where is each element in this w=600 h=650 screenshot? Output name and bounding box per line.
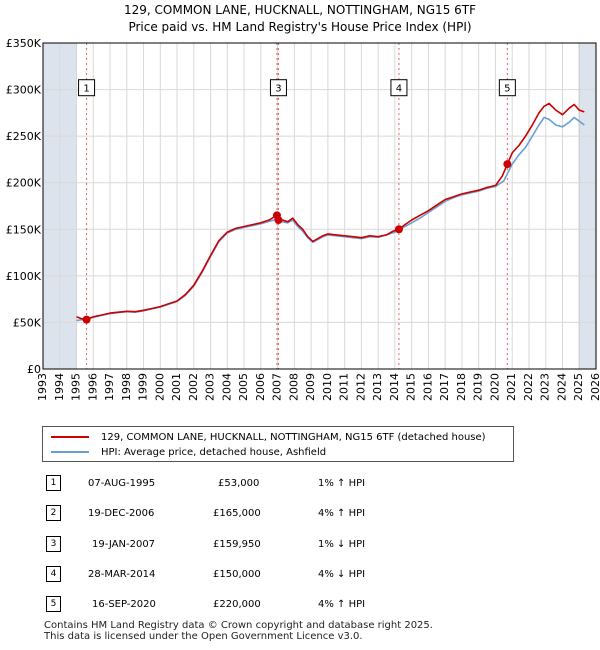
- legend-item-hpi: HPI: Average price, detached house, Ashf…: [51, 445, 326, 459]
- x-tick-label: 2019: [472, 373, 485, 401]
- sale-label-number: 3: [275, 84, 281, 95]
- x-tick-label: 2023: [539, 373, 552, 401]
- y-tick-label: £300K: [6, 84, 42, 97]
- x-tick-label: 2004: [220, 373, 233, 401]
- price-chart: £0 £50K £100K £150K £200K £250K £300K £350K 199…: [6, 37, 600, 401]
- legend-label-hpi: HPI: Average price, detached house, Ashf…: [101, 446, 327, 458]
- x-tick-label: 2018: [455, 373, 468, 401]
- table-row: 4 28-MAR-2014 £150,000 4% ↓ HPI: [0, 566, 600, 584]
- x-tick-label: 2009: [304, 373, 317, 401]
- x-tick-label: 2017: [438, 373, 451, 401]
- transaction-price: £220,000: [213, 599, 261, 610]
- x-tick-label: 2010: [321, 373, 334, 401]
- x-tick-label: 1996: [86, 373, 99, 401]
- sale-label-number: 1: [83, 84, 89, 95]
- y-tick-label: £50K: [13, 316, 42, 329]
- x-tick-label: 1993: [36, 373, 49, 401]
- transaction-hpi: 1% ↑ HPI: [318, 478, 366, 489]
- sale-label-box: [269, 79, 287, 97]
- legend: 129, COMMON LANE, HUCKNALL, NOTTINGHAM, …: [42, 426, 514, 462]
- y-tick-label: £250K: [6, 130, 42, 143]
- transaction-hpi: 4% ↓ HPI: [318, 569, 366, 580]
- y-tick-label: £350K: [6, 37, 42, 50]
- x-tick-label: 2007: [271, 373, 284, 401]
- x-tick-label: 2001: [170, 373, 183, 401]
- x-tick-label: 2003: [204, 373, 217, 401]
- x-tick-label: 2021: [505, 373, 518, 401]
- transaction-number: 5: [46, 596, 61, 612]
- price-series-line: [76, 102, 585, 321]
- x-tick-label: 2015: [405, 373, 418, 401]
- legend-swatch-price: [51, 436, 89, 438]
- x-tick-label: 2012: [354, 373, 367, 401]
- transaction-number: 4: [46, 566, 61, 582]
- transaction-price: £53,000: [218, 478, 260, 489]
- table-row: 2 19-DEC-2006 £165,000 4% ↑ HPI: [0, 505, 600, 523]
- x-tick-label: 2014: [388, 373, 401, 401]
- transaction-price: £165,000: [213, 508, 261, 519]
- x-tick-label: 1998: [120, 373, 133, 401]
- sale-label-box: [390, 79, 408, 97]
- chart-title-address: 129, COMMON LANE, HUCKNALL, NOTTINGHAM, …: [123, 3, 477, 17]
- x-tick-label: 2011: [338, 373, 351, 401]
- hpi-series-line: [76, 116, 585, 322]
- transaction-hpi: 4% ↑ HPI: [318, 508, 366, 519]
- transaction-hpi: 1% ↓ HPI: [318, 539, 366, 550]
- legend-label-price: 129, COMMON LANE, HUCKNALL, NOTTINGHAM, …: [101, 431, 486, 443]
- x-tick-label: 2024: [555, 373, 568, 401]
- table-row: 3 19-JAN-2007 £159,950 1% ↓ HPI: [0, 536, 600, 554]
- legend-swatch-hpi: [51, 451, 89, 453]
- footer-copyright: Contains HM Land Registry data © Crown c…: [44, 620, 433, 631]
- transaction-hpi: 4% ↑ HPI: [318, 599, 366, 610]
- sale-point: [274, 216, 283, 225]
- plot-frame: [42, 42, 597, 370]
- sale-label-number: 5: [504, 84, 510, 95]
- x-tick-label: 1997: [103, 373, 116, 401]
- sale-label-number: 4: [396, 84, 402, 95]
- x-tick-label: 1994: [53, 373, 66, 401]
- table-row: 1 07-AUG-1995 £53,000 1% ↑ HPI: [0, 475, 600, 493]
- x-tick-label: 2025: [572, 373, 585, 401]
- legend-item-price: 129, COMMON LANE, HUCKNALL, NOTTINGHAM, …: [51, 430, 486, 444]
- x-tick-label: 2000: [153, 373, 166, 401]
- x-tick-label: 2022: [522, 373, 535, 401]
- x-tick-label: 1995: [70, 373, 83, 401]
- sale-label-box: [498, 79, 516, 97]
- sale-point: [394, 225, 403, 234]
- x-tick-label: 2002: [187, 373, 200, 401]
- sale-point: [503, 160, 512, 169]
- x-tick-label: 2016: [421, 373, 434, 401]
- sale-label-box: [78, 79, 96, 97]
- x-tick-label: 2020: [488, 373, 501, 401]
- transaction-date: 19-JAN-2007: [92, 539, 156, 550]
- chart-subtitle: Price paid vs. HM Land Registry's House …: [128, 20, 472, 34]
- y-tick-label: £0: [27, 363, 41, 376]
- transaction-number: 3: [46, 536, 61, 552]
- transaction-date: 16-SEP-2020: [92, 599, 156, 610]
- y-tick-label: £200K: [6, 177, 42, 190]
- transaction-price: £159,950: [213, 539, 261, 550]
- transaction-number: 2: [46, 505, 61, 521]
- transaction-date: 28-MAR-2014: [88, 569, 156, 580]
- transaction-date: 07-AUG-1995: [88, 478, 156, 489]
- sale-point: [82, 315, 91, 324]
- y-tick-label: £150K: [6, 223, 42, 236]
- transaction-number: 1: [46, 475, 61, 491]
- transaction-date: 19-DEC-2006: [88, 508, 155, 519]
- footer-licence: This data is licensed under the Open Gov…: [44, 631, 363, 642]
- x-tick-label: 2006: [254, 373, 267, 401]
- y-tick-label: £100K: [6, 270, 42, 283]
- x-tick-label: 2005: [237, 373, 250, 401]
- x-tick-label: 2013: [371, 373, 384, 401]
- x-tick-label: 2008: [287, 373, 300, 401]
- x-tick-label: 2026: [589, 373, 600, 401]
- transaction-price: £150,000: [213, 569, 261, 580]
- table-row: 5 16-SEP-2020 £220,000 4% ↑ HPI: [0, 596, 600, 614]
- shaded-region: [579, 43, 596, 369]
- x-tick-label: 1999: [137, 373, 150, 401]
